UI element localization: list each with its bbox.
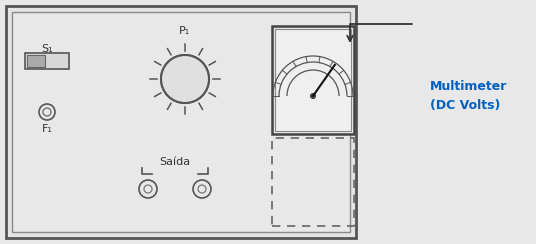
Text: S₁: S₁ — [41, 44, 53, 54]
Bar — [272, 138, 354, 226]
Bar — [27, 55, 45, 67]
Bar — [25, 53, 69, 69]
Circle shape — [310, 93, 316, 99]
Bar — [6, 6, 356, 238]
Text: Saída: Saída — [159, 157, 191, 167]
Text: P₁: P₁ — [180, 26, 191, 36]
Text: Multimeter
(DC Volts): Multimeter (DC Volts) — [430, 81, 508, 112]
Text: F₁: F₁ — [42, 124, 53, 134]
Circle shape — [161, 55, 209, 103]
Bar — [12, 12, 350, 232]
Bar — [272, 26, 354, 134]
Bar — [275, 29, 351, 131]
